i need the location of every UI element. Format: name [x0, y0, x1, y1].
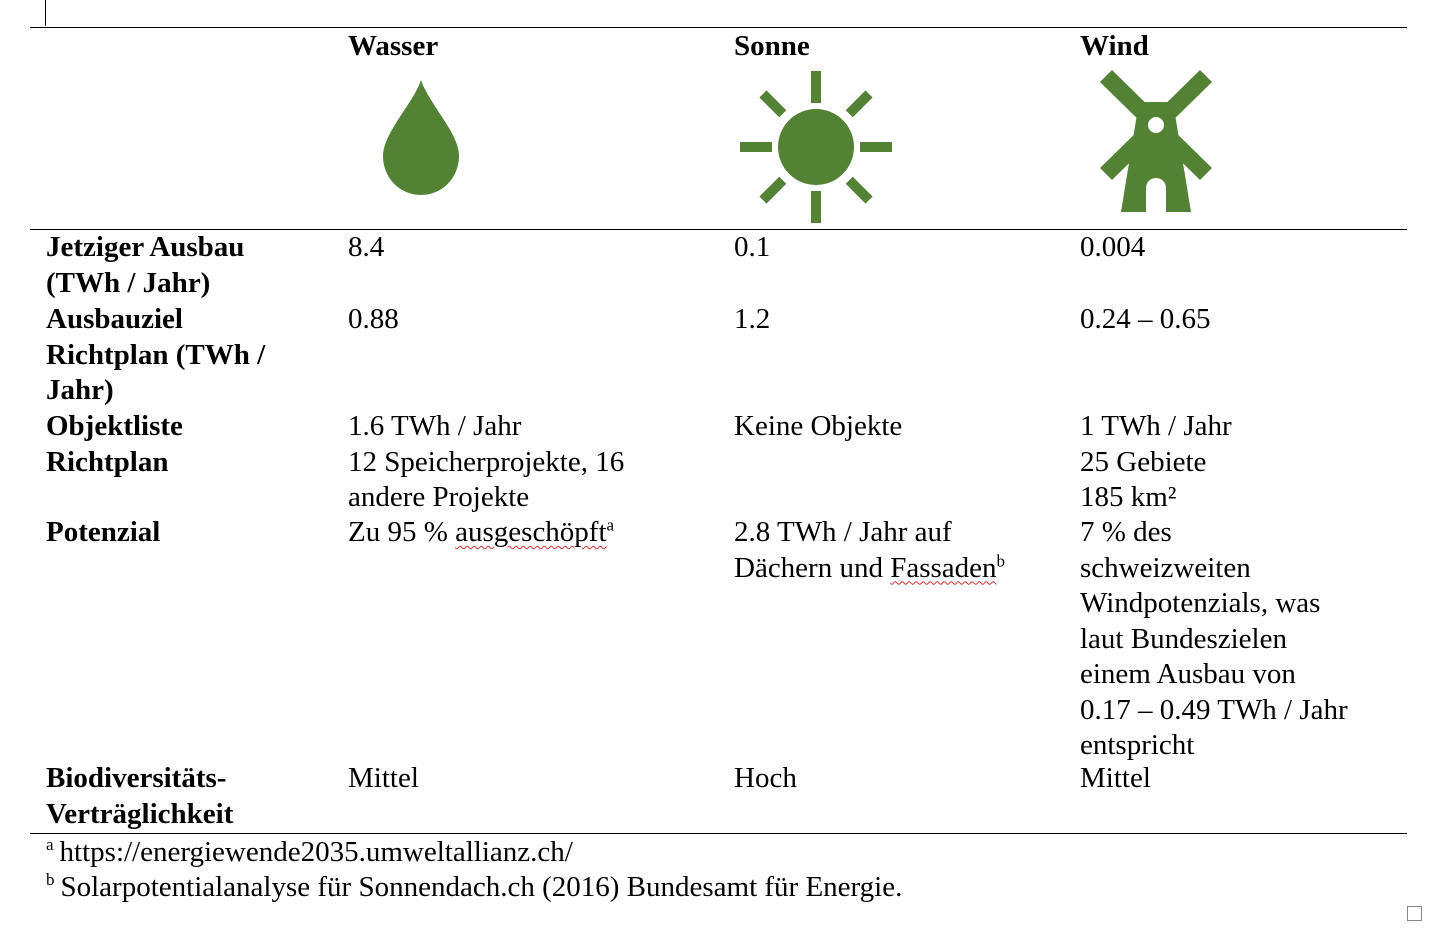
- paragraph-end-marker: [1407, 906, 1422, 921]
- sun-icon: [738, 70, 894, 224]
- cell-wind-jetziger-ausbau: 0.004: [1080, 231, 1146, 263]
- column-header-wind: Wind: [1080, 30, 1149, 62]
- water-drop-icon: [380, 78, 462, 196]
- row-label-potenzial: Potenzial: [46, 516, 161, 548]
- cell-sonne-ausbauziel: 1.2: [734, 303, 771, 335]
- cell-wind-objektliste: 1 TWh / Jahr 25 Gebiete 185 km²: [1080, 410, 1232, 513]
- footnote-a: a https://energiewende2035.umweltallianz.…: [46, 835, 573, 868]
- column-header-sonne: Sonne: [734, 30, 810, 62]
- table-bottom-rule: [30, 833, 1407, 834]
- cell-wasser-objektliste: 1.6 TWh / Jahr 12 Speicherprojekte, 16 a…: [348, 410, 625, 513]
- cell-wasser-jetziger-ausbau: 8.4: [348, 231, 385, 263]
- cell-wind-ausbauziel: 0.24 – 0.65: [1080, 303, 1211, 335]
- cell-wasser-potenzial: Zu 95 % ausgeschöpfta: [348, 515, 615, 548]
- row-label-ausbauziel: Ausbauziel Richtplan (TWh / Jahr): [46, 303, 266, 406]
- cell-wasser-ausbauziel: 0.88: [348, 303, 399, 335]
- cell-sonne-biodiversitaet: Hoch: [734, 762, 797, 794]
- spellcheck-word: Fassaden: [890, 551, 997, 584]
- cell-sonne-objektliste: Keine Objekte: [734, 410, 903, 442]
- windmill-icon: [1096, 68, 1216, 214]
- footnote-b: b Solarpotentialanalyse für Sonnendach.ch…: [46, 870, 903, 903]
- header-bottom-rule: [30, 229, 1407, 230]
- cell-sonne-jetziger-ausbau: 0.1: [734, 231, 771, 263]
- row-label-objektliste: Objektliste Richtplan: [46, 410, 183, 478]
- footnote-ref-b: b: [996, 550, 1006, 570]
- footnote-ref-a: a: [606, 515, 615, 535]
- footnote-a-link[interactable]: https://energiewende2035.umweltallianz.c…: [59, 836, 573, 868]
- cell-wind-biodiversitaet: Mittel: [1080, 762, 1151, 794]
- row-label-biodiversitaet: Biodiversitäts- Verträglichkeit: [46, 762, 234, 830]
- cell-sonne-potenzial: 2.8 TWh / Jahr auf Dächern und Fassadenb: [734, 516, 1006, 584]
- column-header-wasser: Wasser: [348, 30, 439, 62]
- text-cursor: [45, 0, 46, 26]
- cell-wasser-biodiversitaet: Mittel: [348, 762, 419, 794]
- row-label-jetziger-ausbau: Jetziger Ausbau (TWh / Jahr): [46, 231, 245, 299]
- cell-wind-potenzial: 7 % des schweizweiten Windpotenzials, wa…: [1080, 516, 1348, 761]
- table-top-rule: [30, 27, 1407, 28]
- spellcheck-word: ausgeschöpft: [455, 516, 607, 548]
